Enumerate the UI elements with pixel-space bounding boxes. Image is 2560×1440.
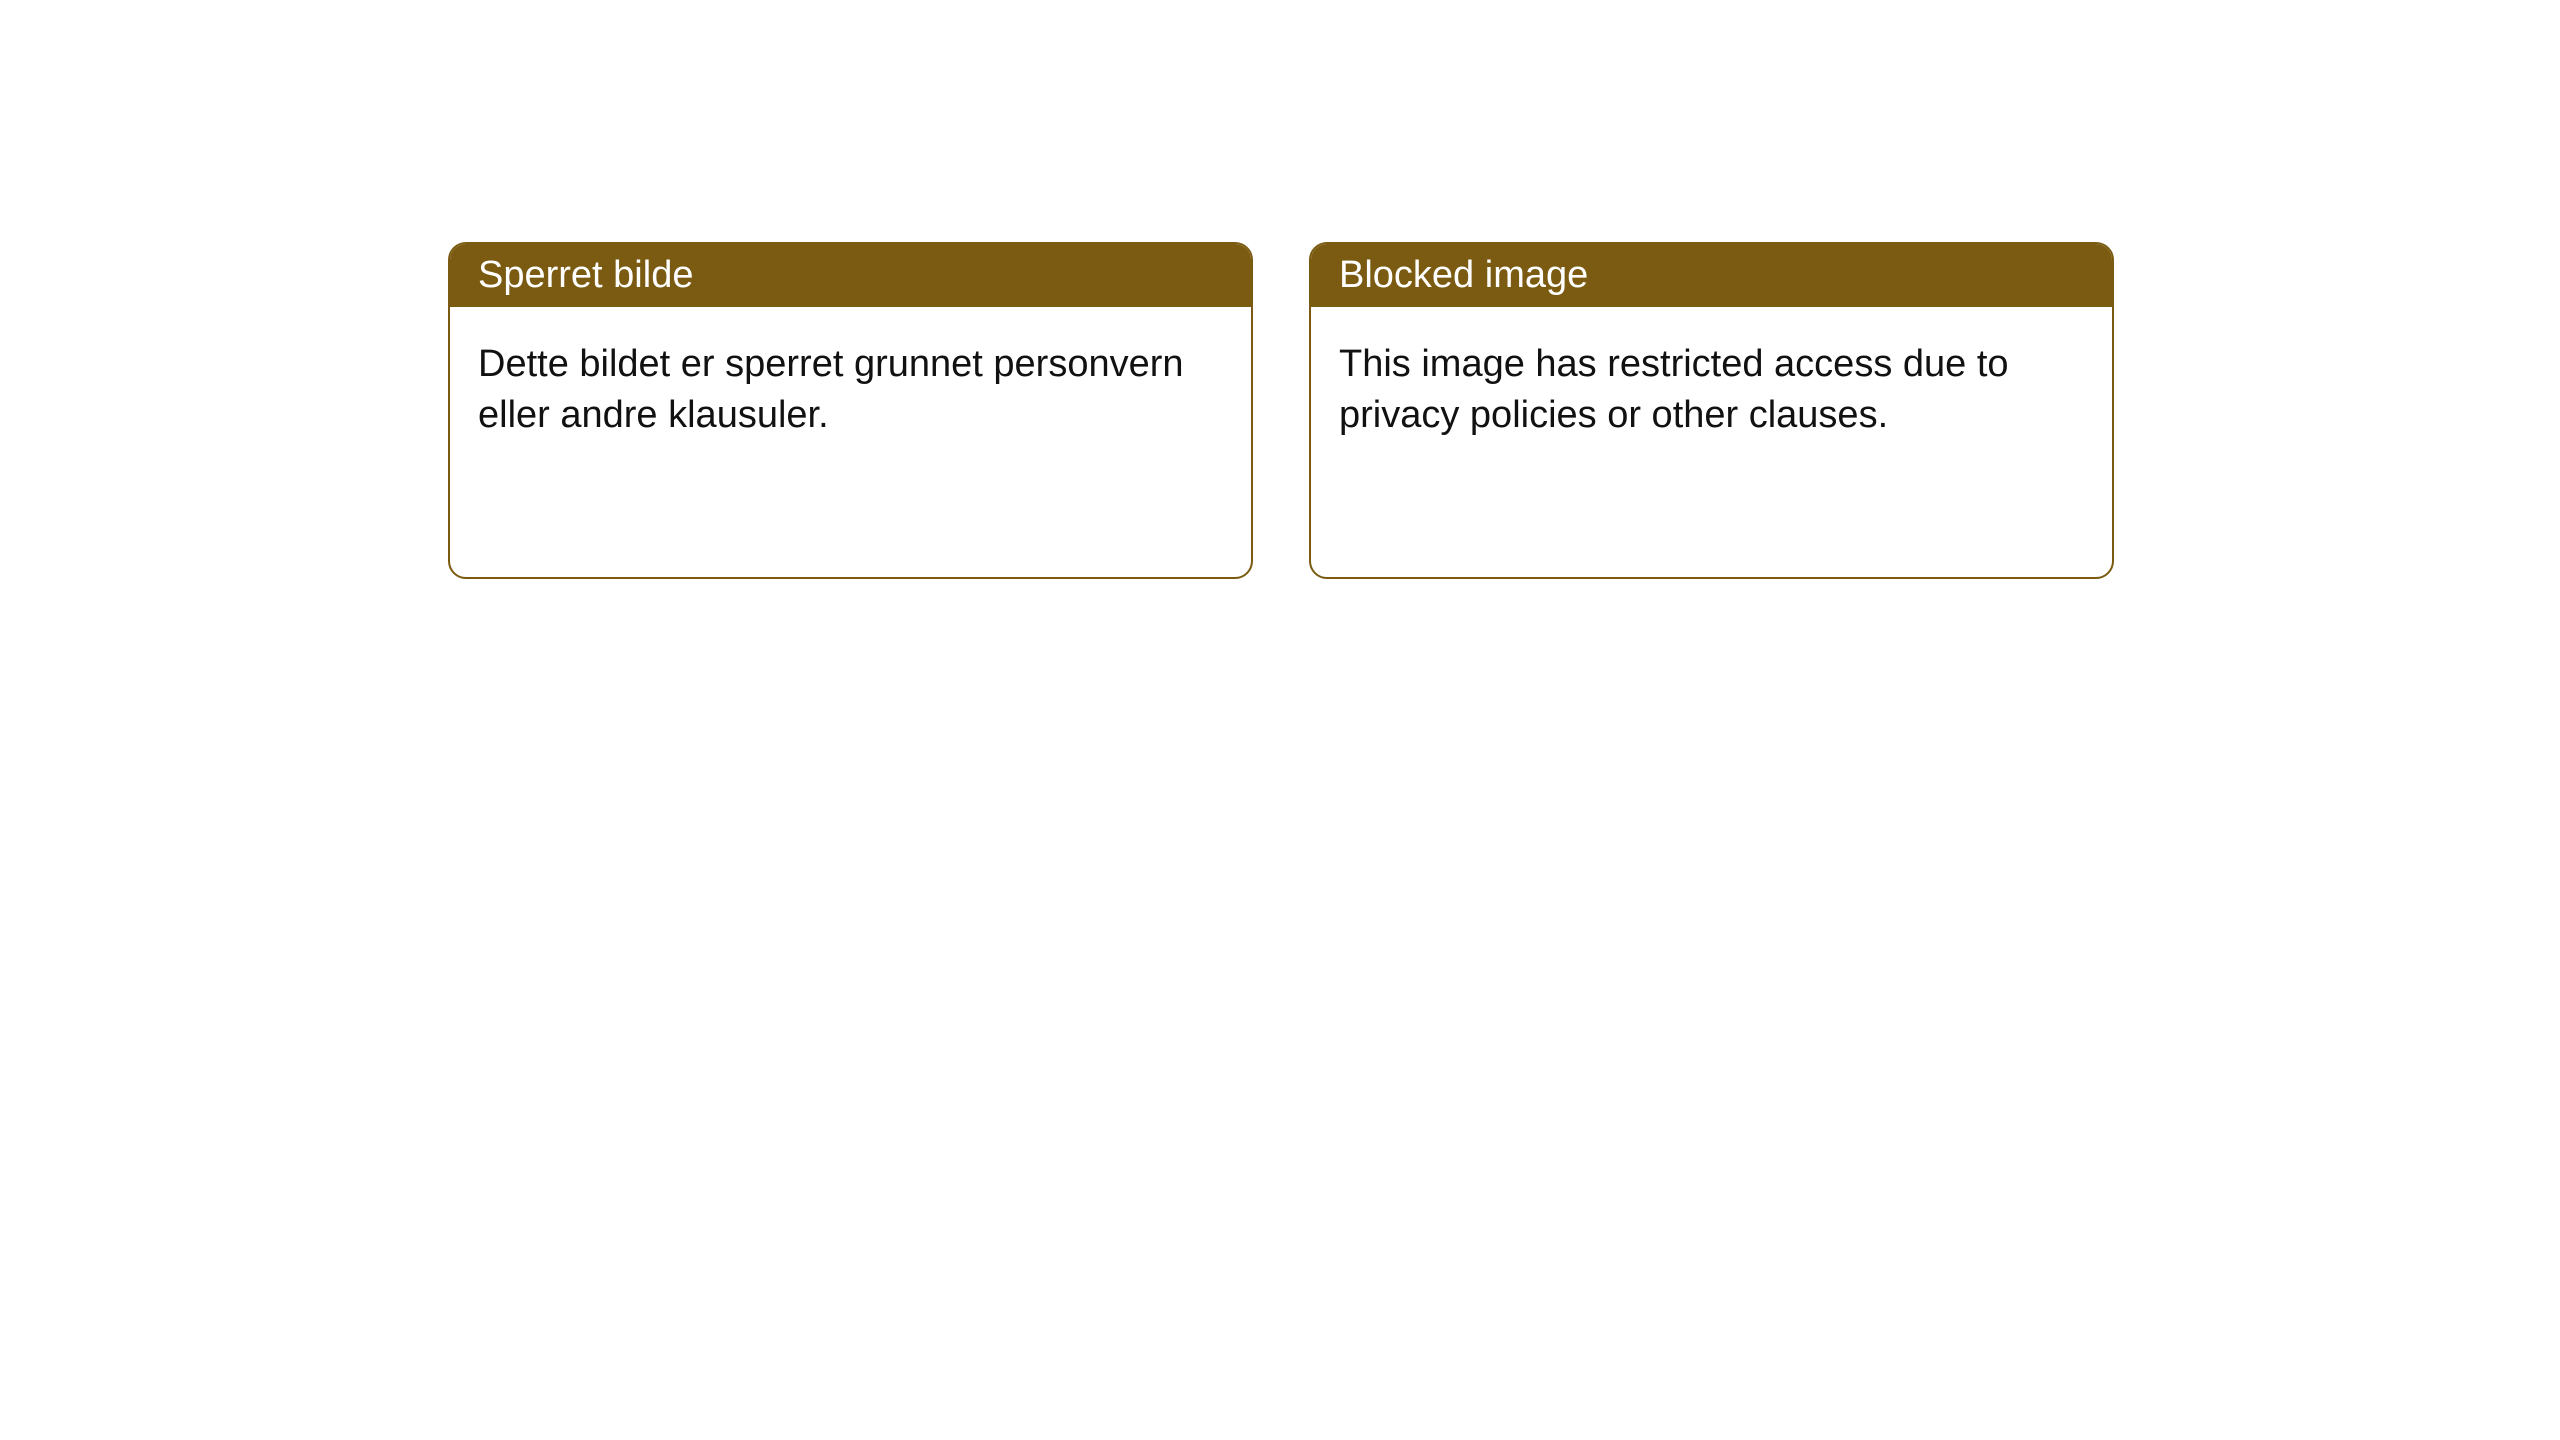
notice-card-english: Blocked image This image has restricted …	[1309, 242, 2114, 579]
card-title: Sperret bilde	[450, 244, 1251, 307]
card-body-text: Dette bildet er sperret grunnet personve…	[450, 307, 1251, 577]
card-body-text: This image has restricted access due to …	[1311, 307, 2112, 577]
card-title: Blocked image	[1311, 244, 2112, 307]
notice-card-norwegian: Sperret bilde Dette bildet er sperret gr…	[448, 242, 1253, 579]
notice-cards-container: Sperret bilde Dette bildet er sperret gr…	[0, 0, 2560, 579]
